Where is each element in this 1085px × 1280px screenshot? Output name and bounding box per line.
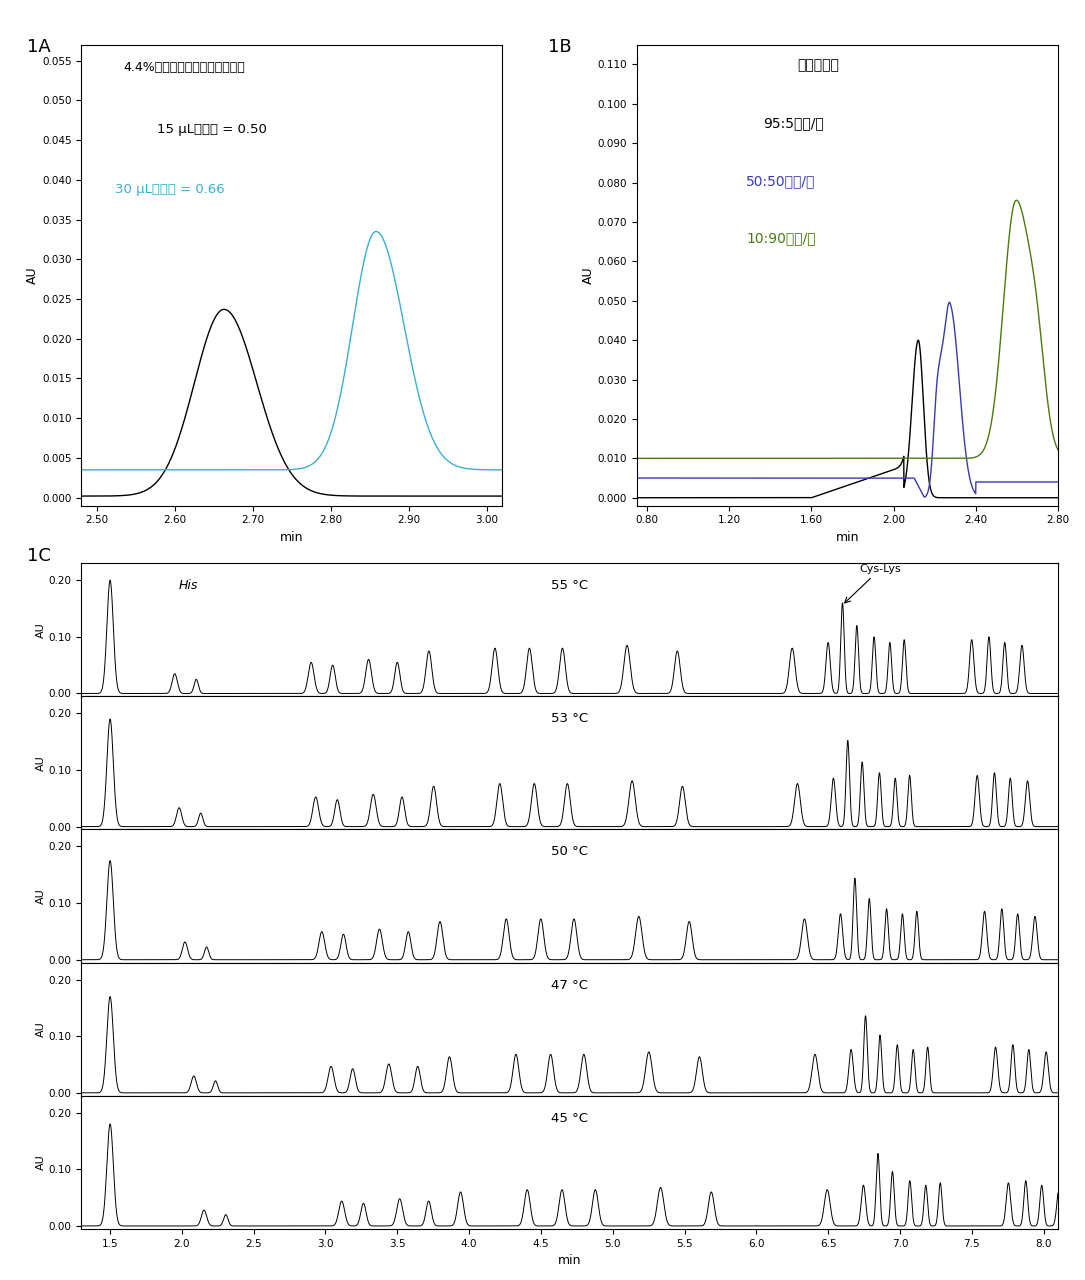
Y-axis label: AU: AU [582,266,595,284]
X-axis label: min: min [280,531,304,544]
Text: 50:50乙腈/水: 50:50乙腈/水 [746,174,816,188]
Text: Cys-Lys: Cys-Lys [844,563,902,603]
Text: 47 °C: 47 °C [551,978,588,992]
Text: 4.4%峰高处的组氨酸不对称性：: 4.4%峰高处的组氨酸不对称性： [124,61,245,74]
Text: 45 °C: 45 °C [551,1111,588,1125]
Text: 1B: 1B [548,38,572,56]
Text: 30 μL进样针 = 0.66: 30 μL进样针 = 0.66 [115,183,225,196]
Text: 55 °C: 55 °C [551,579,588,593]
Y-axis label: AU: AU [36,755,46,771]
Text: His: His [179,579,199,593]
Y-axis label: AU: AU [36,622,46,637]
Text: 1C: 1C [27,547,51,564]
Y-axis label: AU: AU [36,1021,46,1037]
X-axis label: min: min [558,1254,582,1267]
Y-axis label: AU: AU [26,266,39,284]
Text: 10:90乙腈/水: 10:90乙腈/水 [746,232,816,246]
Y-axis label: AU: AU [36,1155,46,1170]
Text: 15 μL进样针 = 0.50: 15 μL进样针 = 0.50 [157,123,267,136]
Text: 洗针液组分: 洗针液组分 [796,59,839,73]
Text: 1A: 1A [27,38,51,56]
Y-axis label: AU: AU [36,888,46,904]
Text: 95:5乙腈/水: 95:5乙腈/水 [763,116,824,131]
X-axis label: min: min [835,531,859,544]
Text: 53 °C: 53 °C [551,712,588,726]
Text: 50 °C: 50 °C [551,845,588,859]
